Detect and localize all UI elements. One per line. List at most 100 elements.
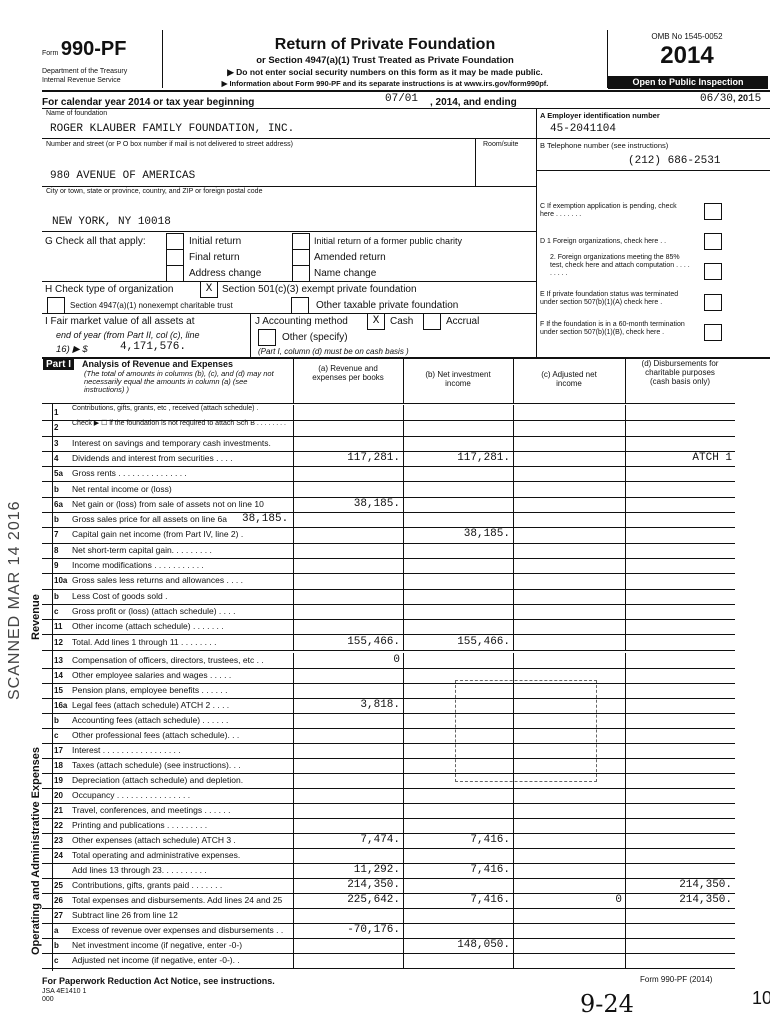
amount-col-d[interactable]: [625, 787, 735, 803]
501c3-checkbox[interactable]: X: [200, 281, 218, 298]
amount-col-c[interactable]: [513, 952, 625, 968]
amount-col-b[interactable]: [403, 558, 513, 574]
amount-col-d[interactable]: [625, 757, 735, 773]
d2-checkbox[interactable]: [704, 263, 722, 280]
amount-col-a[interactable]: [293, 682, 403, 698]
amount-col-b[interactable]: [403, 907, 513, 923]
amount-col-d[interactable]: [625, 697, 735, 713]
4947-checkbox[interactable]: [47, 297, 65, 314]
amount-col-c[interactable]: [513, 742, 625, 758]
amount-col-c[interactable]: [513, 877, 625, 893]
amount-col-c[interactable]: [513, 512, 625, 528]
amount-col-d[interactable]: 214,350.: [625, 892, 735, 908]
amended-return-checkbox[interactable]: [292, 249, 310, 266]
amount-col-b[interactable]: [403, 652, 513, 668]
amount-col-b[interactable]: [403, 757, 513, 773]
amount-col-a[interactable]: 11,292.: [293, 862, 403, 878]
amount-col-a[interactable]: [293, 420, 403, 436]
amount-col-c[interactable]: 0: [513, 892, 625, 908]
amount-col-b[interactable]: [403, 802, 513, 818]
amount-col-c[interactable]: [513, 542, 625, 558]
amount-col-a[interactable]: 117,281.: [293, 450, 403, 467]
amount-col-d[interactable]: [625, 588, 735, 604]
amount-col-c[interactable]: [513, 573, 625, 589]
amount-col-b[interactable]: [403, 787, 513, 803]
amount-col-b[interactable]: 7,416.: [403, 892, 513, 908]
amount-col-b[interactable]: [403, 877, 513, 893]
initial-return-checkbox[interactable]: [166, 233, 184, 250]
amount-col-d[interactable]: [625, 481, 735, 497]
amount-col-c[interactable]: [513, 450, 625, 467]
amount-col-b[interactable]: [403, 682, 513, 698]
amount-col-b[interactable]: [403, 742, 513, 758]
amount-col-b[interactable]: [403, 481, 513, 497]
final-return-checkbox[interactable]: [166, 249, 184, 266]
amount-col-b[interactable]: [403, 922, 513, 938]
amount-col-a[interactable]: [293, 588, 403, 604]
amount-col-d[interactable]: [625, 603, 735, 620]
amount-col-d[interactable]: [625, 862, 735, 878]
amount-col-c[interactable]: [513, 652, 625, 668]
amount-col-c[interactable]: [513, 922, 625, 938]
amount-col-d[interactable]: [625, 772, 735, 788]
amount-col-a[interactable]: 155,466.: [293, 634, 403, 650]
amount-col-b[interactable]: [403, 727, 513, 743]
amount-col-b[interactable]: [403, 952, 513, 968]
amount-col-b[interactable]: [403, 697, 513, 713]
address-change-checkbox[interactable]: [166, 265, 184, 282]
amount-col-c[interactable]: [513, 667, 625, 683]
amount-col-c[interactable]: [513, 420, 625, 436]
amount-col-a[interactable]: [293, 667, 403, 683]
amount-col-b[interactable]: [403, 712, 513, 728]
amount-col-c[interactable]: [513, 847, 625, 863]
amount-col-b[interactable]: 7,416.: [403, 832, 513, 848]
amount-col-c[interactable]: [513, 634, 625, 650]
amount-col-a[interactable]: [293, 757, 403, 773]
amount-col-b[interactable]: [403, 603, 513, 620]
c-checkbox[interactable]: [704, 203, 722, 220]
amount-col-d[interactable]: [625, 527, 735, 543]
amount-col-d[interactable]: [625, 652, 735, 668]
amount-col-a[interactable]: 7,474.: [293, 832, 403, 848]
amount-col-b[interactable]: [403, 420, 513, 436]
f-checkbox[interactable]: [704, 324, 722, 341]
amount-col-a[interactable]: 0: [293, 652, 403, 668]
amount-col-c[interactable]: [513, 832, 625, 848]
accrual-checkbox[interactable]: [423, 313, 441, 330]
amount-col-a[interactable]: [293, 542, 403, 558]
amount-col-b[interactable]: [403, 588, 513, 604]
amount-col-a[interactable]: [293, 435, 403, 451]
amount-col-d[interactable]: [625, 512, 735, 528]
amount-col-a[interactable]: [293, 772, 403, 788]
amount-col-c[interactable]: [513, 697, 625, 713]
amount-col-a[interactable]: [293, 405, 403, 421]
amount-col-c[interactable]: [513, 772, 625, 788]
amount-col-c[interactable]: [513, 757, 625, 773]
amount-col-b[interactable]: [403, 466, 513, 482]
amount-col-b[interactable]: [403, 847, 513, 863]
amount-col-b[interactable]: [403, 619, 513, 635]
amount-col-d[interactable]: [625, 832, 735, 848]
amount-col-d[interactable]: 214,350.: [625, 877, 735, 893]
amount-col-b[interactable]: [403, 512, 513, 528]
amount-col-d[interactable]: [625, 817, 735, 833]
amount-col-a[interactable]: [293, 573, 403, 589]
amount-col-c[interactable]: [513, 588, 625, 604]
amount-col-d[interactable]: [625, 573, 735, 589]
amount-col-d[interactable]: [625, 466, 735, 482]
amount-col-b[interactable]: [403, 542, 513, 558]
amount-col-c[interactable]: [513, 817, 625, 833]
amount-col-b[interactable]: [403, 772, 513, 788]
amount-col-a[interactable]: [293, 466, 403, 482]
amount-col-a[interactable]: [293, 787, 403, 803]
amount-col-a[interactable]: [293, 712, 403, 728]
amount-col-a[interactable]: [293, 742, 403, 758]
cash-checkbox[interactable]: X: [367, 313, 385, 330]
amount-col-c[interactable]: [513, 466, 625, 482]
amount-col-a[interactable]: [293, 847, 403, 863]
amount-col-c[interactable]: [513, 496, 625, 513]
amount-col-d[interactable]: [625, 952, 735, 968]
amount-col-d[interactable]: [625, 802, 735, 818]
amount-col-c[interactable]: [513, 727, 625, 743]
amount-col-a[interactable]: [293, 619, 403, 635]
